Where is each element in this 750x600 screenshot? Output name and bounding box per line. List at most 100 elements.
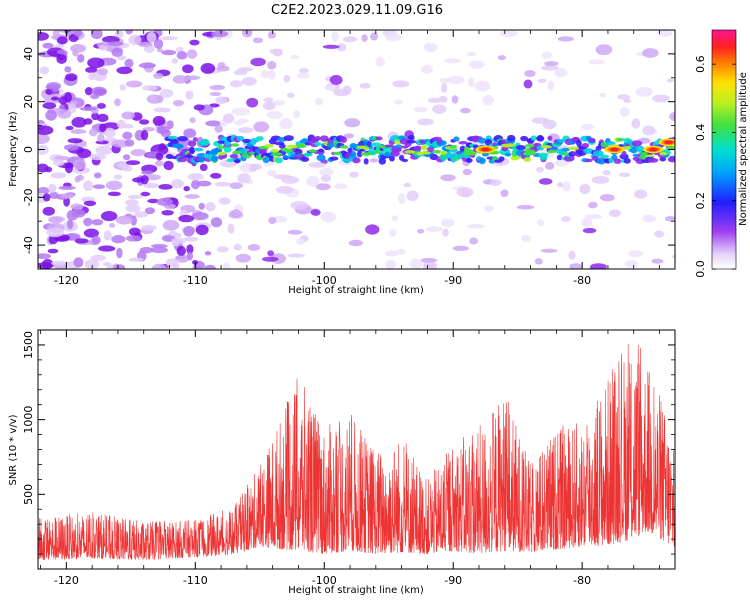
spectrogram-cell (413, 106, 428, 113)
spectrogram-cell (314, 136, 321, 141)
colorbar-tick-label-0: 0.0 (694, 260, 707, 278)
spectrogram-cell (316, 154, 326, 162)
spectrogram-cell (547, 135, 553, 141)
spectrogram-cell (320, 211, 337, 223)
spectrogram-cell (520, 135, 529, 142)
spectrogram-cell (562, 147, 570, 152)
spectrogram-cell (591, 175, 610, 184)
spectrogram-cell (125, 30, 133, 35)
spectrogram-cell (58, 185, 76, 190)
spectrogram-cell (205, 202, 216, 212)
spectrogram-cell (392, 80, 410, 88)
spectrogram-cell (681, 218, 689, 227)
spectrogram-cell (600, 154, 610, 159)
spectrogram-cell (562, 151, 569, 156)
spectrogram-cell (96, 113, 109, 123)
spectrogram-cell (97, 134, 105, 142)
spectrogram-cell (271, 152, 283, 156)
spectrogram-cell (235, 253, 251, 263)
spectrogram-cell (378, 157, 387, 165)
spectrogram-cell (222, 262, 231, 269)
spectrogram-cell (619, 153, 629, 160)
spectrogram-cell (579, 183, 591, 195)
spectrogram-cell (525, 149, 536, 154)
spectrogram-cell (152, 72, 164, 79)
spectrogram-cell (147, 198, 160, 204)
spectrogram-cell (482, 94, 494, 106)
spectrogram-cell (466, 158, 473, 163)
spectrogram-cell (389, 229, 397, 237)
snr-y-tick-label-0: 500 (22, 484, 35, 505)
spectrogram-cell (282, 154, 289, 159)
spectrogram-cell (324, 85, 337, 91)
spectrogram-cell (83, 180, 94, 192)
spectrogram-cell (438, 96, 448, 103)
spectrogram-cell (70, 129, 87, 135)
spectrogram-cell (161, 209, 174, 216)
spectrogram-cell (659, 151, 668, 156)
spectrogram-cell (616, 137, 626, 142)
spectrogram-cell (286, 144, 298, 149)
spectrogram-cell (98, 44, 108, 51)
spectrogram-cell (167, 135, 178, 140)
spectrogram-cell (84, 259, 100, 269)
spectrogram-cell (406, 139, 417, 144)
spectrogram-cell (589, 263, 607, 269)
spectrogram-cell (168, 230, 178, 237)
spectrogram-cell (477, 137, 487, 144)
spectrogram-cell (599, 194, 615, 202)
spectrogram-cell (246, 97, 259, 108)
spectrogram-cell (534, 258, 543, 265)
spectrogram-cell (116, 66, 133, 75)
spectrogram-cell (150, 244, 168, 249)
spectrogram-cell (209, 103, 220, 108)
spectrogram-cell (159, 88, 174, 98)
spectrogram-cell (204, 264, 216, 269)
spectrogram-cell (156, 47, 163, 53)
snr-panel: -120 -110 -100 -90 -80 500 1000 1500 Height of … (8, 329, 676, 596)
colorbar-label: Normalized spectral amplitude (738, 72, 749, 226)
spectrogram-cell (244, 30, 253, 37)
spectrogram-cell (624, 260, 639, 268)
spectrogram-cell (122, 131, 133, 140)
spectrogram-cell (592, 150, 604, 157)
spectrogram-cell (366, 141, 372, 147)
spectrogram-cell (423, 42, 438, 53)
spectrogram-cell (122, 154, 131, 161)
spectrogram-cell (111, 234, 126, 244)
spectrogram-cell (160, 36, 179, 41)
spectrogram-cell (47, 248, 59, 254)
spectrogram-cell (214, 125, 223, 133)
spectrogram-cell (61, 193, 75, 199)
spectrogram-cell (52, 88, 59, 93)
spectrogram-cell (93, 172, 102, 179)
spectrogram-cell (39, 66, 50, 75)
spectrogram-cell (349, 171, 359, 178)
spectrogram-cell (42, 42, 54, 49)
spectrogram-cell (154, 160, 164, 167)
spectrogram-cell (287, 229, 303, 235)
spectrogram-cell (581, 217, 593, 228)
snr-x-tick-label-2: -100 (312, 574, 337, 587)
spectrogram-cell (100, 211, 118, 222)
spectrogram-cell (264, 143, 274, 148)
spectrogram-cell (644, 154, 655, 158)
spectrogram-cell (536, 166, 544, 173)
spectrogram-cell (541, 65, 559, 71)
spectrogram-cell (38, 125, 54, 135)
spectrogram-y-tick-label-4: 40 (22, 47, 35, 61)
spectrogram-cell (88, 128, 98, 137)
spectrogram-cell (266, 111, 283, 119)
spectrogram-cell (241, 76, 257, 86)
hot-spot (609, 147, 619, 152)
spectrogram-cell (166, 120, 174, 130)
spectrogram-cell (272, 99, 285, 106)
spectrogram-cell (568, 250, 576, 260)
spectrogram-cell (287, 92, 295, 98)
spectrogram-cell (138, 62, 156, 69)
spectrogram-cell (631, 118, 641, 129)
spectrogram-cell (568, 146, 580, 151)
spectrogram-cell (628, 249, 643, 258)
spectrogram-cell (105, 180, 123, 191)
spectrogram-cell (469, 237, 479, 245)
